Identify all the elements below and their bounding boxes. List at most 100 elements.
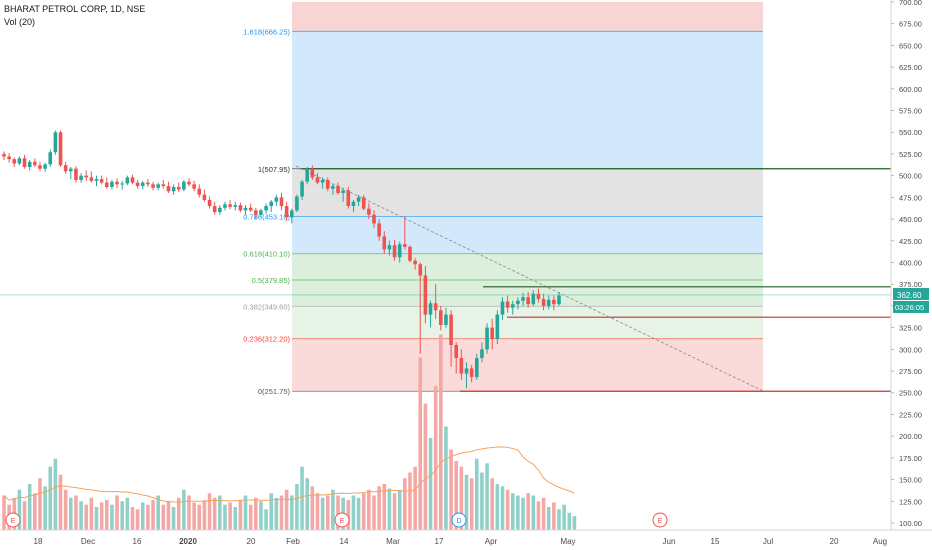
candle-body[interactable] [12,159,17,164]
candle-body[interactable] [284,206,289,218]
candle-body[interactable] [58,132,63,166]
candle-body[interactable] [48,152,53,165]
candle-body[interactable] [305,168,309,182]
candle-body[interactable] [27,161,32,167]
candle-body[interactable] [505,301,510,308]
candle-body[interactable] [444,314,448,326]
candle-body[interactable] [202,194,207,200]
candle-body[interactable] [197,188,202,195]
candle-body[interactable] [449,314,453,345]
candle-body[interactable] [110,181,114,187]
candle-body[interactable] [485,327,489,350]
candle-body[interactable] [140,182,145,187]
candle-body[interactable] [439,310,443,326]
candle-body[interactable] [557,295,561,305]
candle-body[interactable] [310,168,315,178]
candle-body[interactable] [104,182,109,187]
candle-body[interactable] [53,132,58,153]
candle-body[interactable] [423,275,428,315]
candle-body[interactable] [38,165,42,169]
candle-body[interactable] [382,236,387,250]
candle-body[interactable] [207,199,212,207]
candle-body[interactable] [546,299,551,306]
candle-body[interactable] [171,186,176,192]
candle-body[interactable] [182,181,186,190]
candle-body[interactable] [387,245,392,250]
candle-body[interactable] [295,196,299,211]
candle-body[interactable] [84,175,89,178]
candle-body[interactable] [7,156,11,160]
candle-body[interactable] [469,368,474,378]
candle-body[interactable] [356,197,361,202]
candle-body[interactable] [212,206,217,213]
candle-body[interactable] [418,264,423,276]
candle-body[interactable] [146,182,150,185]
candle-body[interactable] [228,204,232,207]
candle-body[interactable] [269,201,274,207]
candle-body[interactable] [187,181,191,185]
candle-body[interactable] [510,304,515,308]
candle-body[interactable] [279,197,284,207]
candle-body[interactable] [94,179,99,181]
candle-body[interactable] [521,297,525,301]
candle-body[interactable] [74,168,78,181]
candle-body[interactable] [433,303,438,311]
candle-body[interactable] [346,190,351,207]
earnings-marker-icon[interactable] [334,512,350,528]
candle-body[interactable] [490,327,494,339]
candle-body[interactable] [33,161,37,166]
candle-body[interactable] [526,297,530,305]
candle-body[interactable] [536,293,541,299]
candle-body[interactable] [341,190,345,194]
candle-body[interactable] [500,301,505,315]
candle-body[interactable] [161,184,166,187]
candle-body[interactable] [480,349,484,359]
candle-body[interactable] [552,299,556,305]
candle-body[interactable] [151,184,155,188]
candle-body[interactable] [120,183,124,185]
candle-body[interactable] [192,184,196,189]
candle-body[interactable] [218,207,222,213]
earnings-marker-icon[interactable] [5,512,21,528]
candle-body[interactable] [176,186,181,190]
candle-body[interactable] [17,158,22,164]
candle-body[interactable] [315,177,320,183]
candle-body[interactable] [156,184,160,188]
candle-body[interactable] [130,177,135,183]
candle-body[interactable] [248,207,253,211]
candle-body[interactable] [135,182,140,187]
candle-body[interactable] [459,358,464,374]
candle-body[interactable] [325,180,330,189]
dividend-marker-icon[interactable] [451,512,467,528]
trend-line[interactable] [295,165,764,392]
candle-body[interactable] [397,244,402,258]
candle-body[interactable] [351,201,356,207]
candle-body[interactable] [259,210,263,215]
candle-body[interactable] [300,181,304,197]
candle-body[interactable] [115,181,119,185]
candle-body[interactable] [43,164,47,169]
candle-body[interactable] [336,186,340,194]
candle-body[interactable] [69,168,73,172]
candle-body[interactable] [474,358,479,378]
candle-body[interactable] [331,186,335,189]
candle-body[interactable] [361,197,366,209]
candle-body[interactable] [428,303,433,315]
candle-body[interactable] [79,175,83,181]
candle-body[interactable] [464,368,469,374]
candle-body[interactable] [377,223,381,237]
candle-body[interactable] [166,186,171,192]
candle-body[interactable] [99,179,104,183]
candle-body[interactable] [367,208,371,215]
candle-body[interactable] [531,293,536,305]
candle-body[interactable] [541,298,546,306]
candle-body[interactable] [454,344,459,359]
candle-body[interactable] [274,197,279,202]
candle-body[interactable] [264,206,268,211]
candle-body[interactable] [408,246,412,261]
candle-body[interactable] [63,165,68,172]
candle-body[interactable] [403,244,407,247]
candle-body[interactable] [372,214,376,224]
candle-body[interactable] [125,177,130,184]
